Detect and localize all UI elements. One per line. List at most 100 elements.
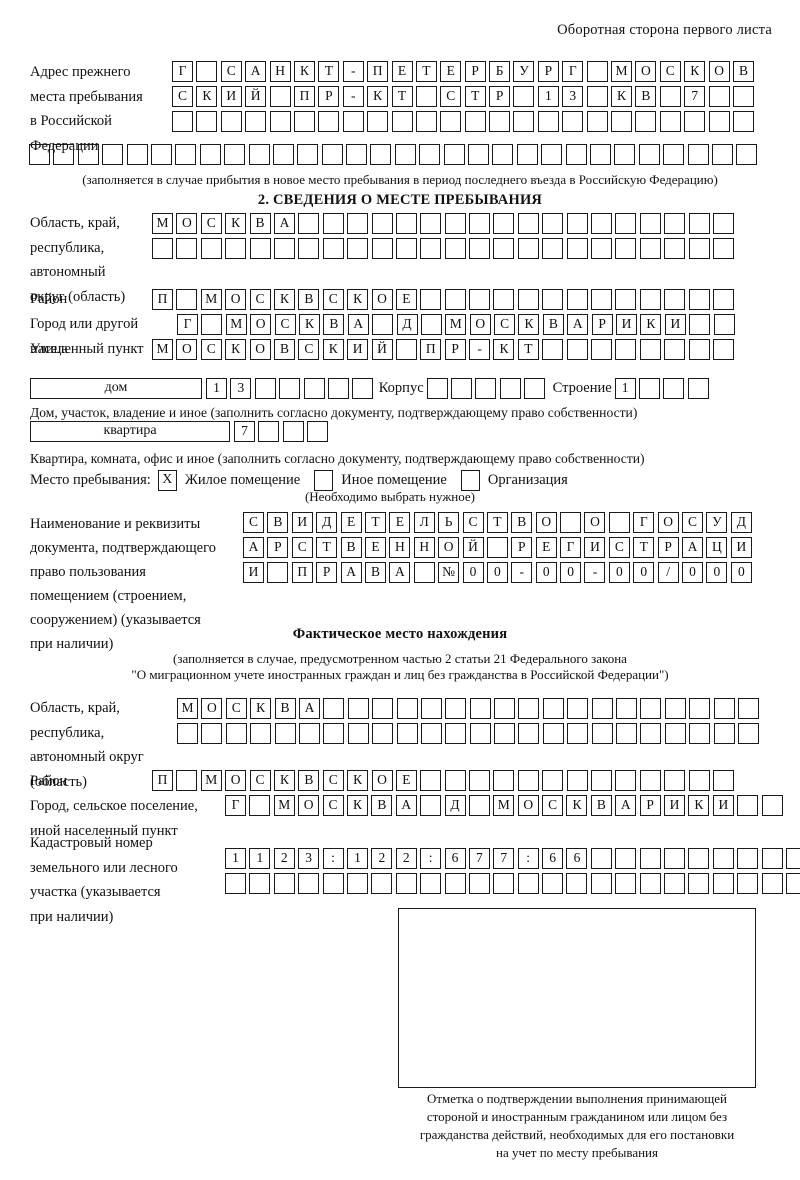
prev-address-row-1-2[interactable]: И	[220, 86, 242, 107]
city-cells-1[interactable]	[201, 314, 223, 335]
document-row-1-7[interactable]: Н	[413, 537, 435, 558]
region-row-1-7[interactable]	[322, 238, 344, 259]
district-cells-14[interactable]	[493, 289, 515, 310]
prev-address-full-row-1[interactable]	[53, 144, 75, 165]
actual-region-row-0-5[interactable]: А	[298, 698, 320, 719]
city-cells-10[interactable]	[420, 314, 442, 335]
cadastral-row-0-16[interactable]	[615, 848, 637, 869]
actual-region-row-1-13[interactable]	[494, 723, 516, 744]
street-cells-6[interactable]: С	[298, 339, 320, 360]
document-row-2-19[interactable]: 0	[706, 562, 728, 583]
document-row-1-5[interactable]: Е	[364, 537, 386, 558]
document-row-0-3[interactable]: Д	[316, 512, 338, 533]
actual-district-cells-22[interactable]	[688, 770, 710, 791]
prev-address-full-row[interactable]	[29, 144, 761, 165]
actual-district-cells-23[interactable]	[712, 770, 734, 791]
document-row-2[interactable]: И П Р А В А № 0 0-0 0-0 0/0 0 0	[243, 562, 755, 583]
prev-address-row-2-22[interactable]	[708, 111, 730, 132]
actual-district-cells-14[interactable]	[493, 770, 515, 791]
cadastral-row-0-11[interactable]: 7	[493, 848, 515, 869]
prev-address-row-1-18[interactable]: К	[611, 86, 633, 107]
document-row-0-10[interactable]: Т	[486, 512, 508, 533]
actual-district-cells-15[interactable]	[517, 770, 539, 791]
actual-region-row-1-16[interactable]	[567, 723, 589, 744]
region-row-0-19[interactable]	[615, 213, 637, 234]
actual-region-row-0-6[interactable]	[323, 698, 345, 719]
document-row-1-3[interactable]: Т	[316, 537, 338, 558]
region-row-0-8[interactable]	[347, 213, 369, 234]
region-row-0-13[interactable]	[469, 213, 491, 234]
street-cells-14[interactable]: К	[493, 339, 515, 360]
prev-address-full-row-28[interactable]	[711, 144, 733, 165]
street-cells-12[interactable]: Р	[444, 339, 466, 360]
actual-district-cells-7[interactable]: С	[322, 770, 344, 791]
actual-region-row-0-18[interactable]	[616, 698, 638, 719]
prev-address-row-0-2[interactable]: С	[220, 61, 242, 82]
document-row-2-5[interactable]: В	[364, 562, 386, 583]
street-cells-2[interactable]: С	[200, 339, 222, 360]
actual-region-row-1-6[interactable]	[323, 723, 345, 744]
document-row-1-15[interactable]: С	[608, 537, 630, 558]
cadastral-row-0-8[interactable]: :	[420, 848, 442, 869]
city-cells-16[interactable]: А	[567, 314, 589, 335]
prev-address-row-1-11[interactable]: С	[440, 86, 462, 107]
cadastral-row-0-1[interactable]: 1	[249, 848, 271, 869]
prev-address-row-0-12[interactable]: Р	[464, 61, 486, 82]
prev-address-row-2-12[interactable]	[464, 111, 486, 132]
prev-address-row-2-16[interactable]	[562, 111, 584, 132]
district-cells-19[interactable]	[615, 289, 637, 310]
prev-address-row-2-5[interactable]	[293, 111, 315, 132]
document-row-1-8[interactable]: О	[438, 537, 460, 558]
document-row-1-19[interactable]: Ц	[706, 537, 728, 558]
cadastral-row-0-6[interactable]: 2	[371, 848, 393, 869]
actual-city-cells-15[interactable]: В	[590, 795, 612, 816]
document-row-1-16[interactable]: Т	[633, 537, 655, 558]
flat-cells[interactable]: 7	[234, 421, 332, 442]
street-cells-10[interactable]	[395, 339, 417, 360]
cadastral-row-1-13[interactable]	[542, 873, 564, 894]
document-row-0-13[interactable]	[560, 512, 582, 533]
district-cells-9[interactable]: О	[371, 289, 393, 310]
actual-region-row-0-20[interactable]	[664, 698, 686, 719]
house-cells-5[interactable]	[327, 378, 349, 399]
region-row-1-6[interactable]	[298, 238, 320, 259]
actual-city-cells-1[interactable]	[249, 795, 271, 816]
street-cells-9[interactable]: Й	[371, 339, 393, 360]
district-cells-15[interactable]	[517, 289, 539, 310]
actual-district-cells-13[interactable]	[469, 770, 491, 791]
actual-region-row-1-2[interactable]	[225, 723, 247, 744]
document-row-2-8[interactable]: №	[438, 562, 460, 583]
street-cells-3[interactable]: К	[225, 339, 247, 360]
cadastral-row-1-9[interactable]	[444, 873, 466, 894]
region-row-0-15[interactable]	[517, 213, 539, 234]
region-row-1-23[interactable]	[712, 238, 734, 259]
prev-address-row-0-5[interactable]: К	[293, 61, 315, 82]
region-row-0-3[interactable]: К	[225, 213, 247, 234]
prev-address-row-0-8[interactable]: П	[367, 61, 389, 82]
document-row-2-17[interactable]: /	[657, 562, 679, 583]
prev-address-row-2-13[interactable]	[489, 111, 511, 132]
actual-district-cells-4[interactable]: С	[249, 770, 271, 791]
cadastral-row-1-22[interactable]	[761, 873, 783, 894]
city-cells-17[interactable]: Р	[591, 314, 613, 335]
actual-district-cells-20[interactable]	[639, 770, 661, 791]
region-row-0-22[interactable]	[688, 213, 710, 234]
actual-city-cells-0[interactable]: Г	[225, 795, 246, 816]
actual-region-row-0-15[interactable]	[542, 698, 564, 719]
document-row-2-3[interactable]: Р	[316, 562, 338, 583]
prev-address-row-1-16[interactable]: 3	[562, 86, 584, 107]
prev-address-row-1-12[interactable]: Т	[464, 86, 486, 107]
actual-region-row-0-4[interactable]: В	[274, 698, 296, 719]
region-row-0-16[interactable]	[542, 213, 564, 234]
cadastral-row-0-14[interactable]: 6	[566, 848, 588, 869]
city-cells-22[interactable]	[713, 314, 735, 335]
actual-district-cells-10[interactable]: Е	[395, 770, 417, 791]
prev-address-row-0-14[interactable]: У	[513, 61, 535, 82]
actual-region-row-0-7[interactable]	[347, 698, 369, 719]
prev-address-row-1-3[interactable]: Й	[245, 86, 267, 107]
prev-address-full-row-23[interactable]	[589, 144, 611, 165]
